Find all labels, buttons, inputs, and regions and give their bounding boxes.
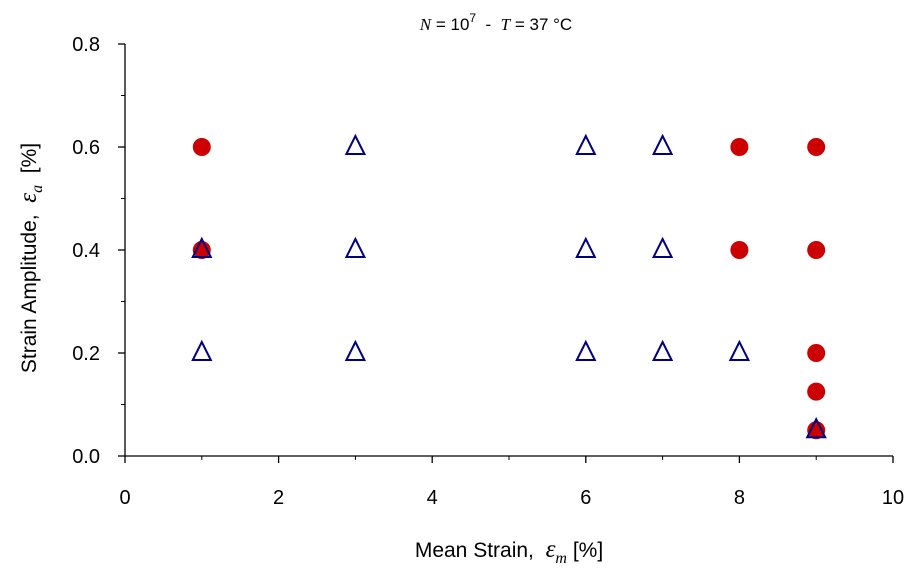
data-point-triangle xyxy=(651,236,674,258)
data-point-triangle xyxy=(344,133,367,155)
data-point-circle xyxy=(730,241,749,259)
data-point-circle xyxy=(730,138,749,156)
data-point-circle xyxy=(807,241,826,259)
data-point-circle xyxy=(807,138,826,156)
y-tick-label: 0.8 xyxy=(72,34,100,56)
data-point-triangle xyxy=(651,133,674,155)
data-point-triangle xyxy=(805,417,827,439)
axis-ticks: 0 2 4 6 8 10 0.0 0.2 0.4 0.6 0.8 xyxy=(72,34,904,509)
x-tick-label: 2 xyxy=(273,487,284,509)
data-point-triangle xyxy=(575,339,597,361)
x-tick-label: 6 xyxy=(580,487,591,509)
data-point-triangle xyxy=(344,236,367,258)
y-tick-label: 0.4 xyxy=(72,240,100,262)
x-axis-label: Mean Strain, εm [%] xyxy=(415,536,603,567)
chart-title: N = 107 - T = 37 °C xyxy=(419,11,572,34)
x-tick-label: 4 xyxy=(427,487,438,509)
data-point-circle xyxy=(807,344,826,362)
data-point-circle xyxy=(192,241,211,259)
data-point-triangle xyxy=(344,339,367,361)
data-point-circle xyxy=(807,382,826,401)
y-tick-label: 0.6 xyxy=(72,137,100,159)
data-point-circle xyxy=(807,421,826,440)
data-point-triangle xyxy=(191,339,213,361)
data-point-circle xyxy=(192,138,211,156)
y-tick-label: 0.0 xyxy=(72,446,100,468)
data-point-triangle xyxy=(728,339,751,361)
data-point-triangle xyxy=(575,236,597,258)
x-tick-label: 8 xyxy=(734,487,745,509)
x-tick-label: 10 xyxy=(882,487,904,509)
data-point-triangle xyxy=(191,236,213,258)
y-tick-label: 0.2 xyxy=(72,343,100,365)
data-point-triangle xyxy=(651,339,674,361)
data-point-triangle xyxy=(575,133,597,155)
y-axis-label: Strain Amplitude, εa [%] xyxy=(15,143,46,373)
x-tick-label: 0 xyxy=(119,487,130,509)
data-points xyxy=(191,133,827,440)
